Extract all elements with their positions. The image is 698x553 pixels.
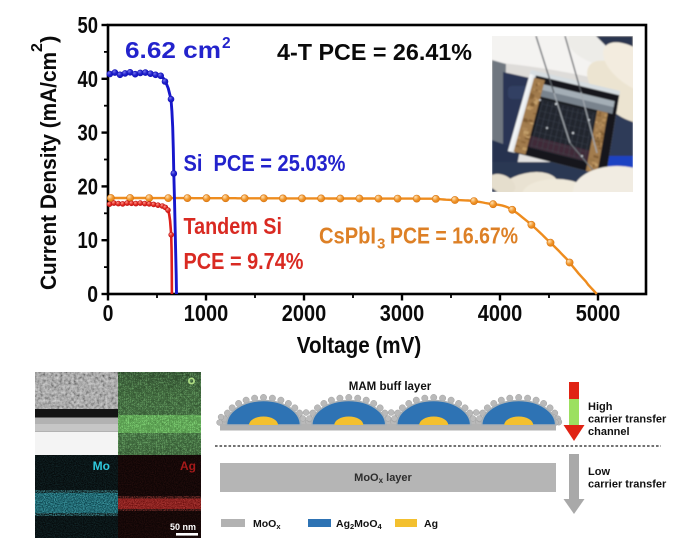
svg-text:PCE = 9.74%: PCE = 9.74%: [184, 248, 304, 274]
svg-text:Voltage (mV): Voltage (mV): [297, 332, 422, 358]
svg-text:MoOx layer: MoOx layer: [354, 472, 412, 485]
svg-text:2: 2: [29, 43, 46, 52]
svg-text:3000: 3000: [380, 300, 424, 326]
svg-text:Mo: Mo: [93, 459, 110, 473]
svg-text:6.62 cm: 6.62 cm: [125, 37, 221, 63]
svg-text:5000: 5000: [576, 300, 620, 326]
svg-text:PCE = 16.67%: PCE = 16.67%: [390, 223, 518, 249]
svg-text:4000: 4000: [478, 300, 522, 326]
svg-text:30: 30: [78, 120, 99, 146]
svg-text:20: 20: [78, 173, 99, 199]
svg-text:channel: channel: [588, 426, 630, 438]
svg-text:3: 3: [377, 236, 385, 253]
svg-text:Si PCE = 25.03%: Si PCE = 25.03%: [184, 150, 346, 176]
svg-text:4-T PCE = 26.41%: 4-T PCE = 26.41%: [277, 39, 472, 65]
svg-text:High: High: [588, 401, 613, 413]
svg-text:1000: 1000: [184, 300, 228, 326]
svg-text:2000: 2000: [282, 300, 326, 326]
svg-text:MAM buff layer: MAM buff layer: [349, 381, 432, 393]
svg-text:CsPbI: CsPbI: [319, 223, 376, 249]
svg-text:Ag: Ag: [424, 518, 438, 530]
svg-text:carrier transfer: carrier transfer: [588, 414, 667, 426]
svg-text:50 nm: 50 nm: [170, 522, 196, 532]
svg-text:40: 40: [78, 66, 99, 92]
svg-text:0: 0: [103, 300, 114, 326]
svg-text:Ag: Ag: [180, 459, 196, 473]
svg-text:Ag2MoO4: Ag2MoO4: [336, 518, 383, 531]
svg-text:10: 10: [78, 227, 99, 253]
svg-text:Current Density (mA/cm: Current Density (mA/cm: [36, 52, 61, 290]
svg-text:MoOx: MoOx: [253, 518, 281, 531]
svg-text:Low: Low: [588, 466, 610, 478]
svg-text:2: 2: [222, 35, 231, 52]
svg-text:Tandem Si: Tandem Si: [184, 213, 283, 239]
svg-text:50: 50: [78, 12, 99, 38]
svg-text:): ): [36, 36, 61, 44]
svg-text:0: 0: [87, 281, 98, 307]
svg-text:carrier transfer: carrier transfer: [588, 479, 667, 491]
